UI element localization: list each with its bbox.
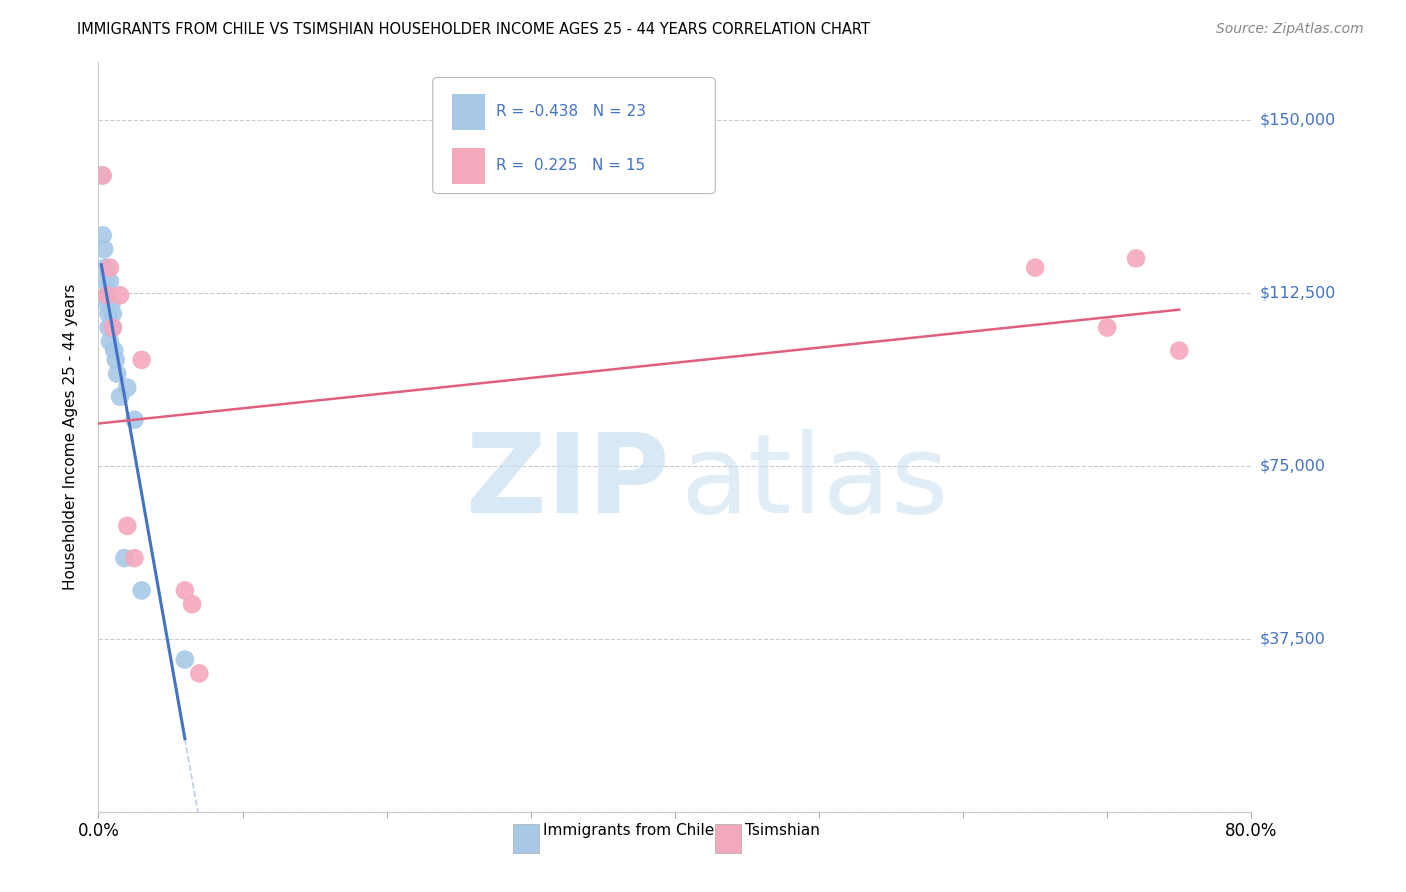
Text: $112,500: $112,500	[1260, 285, 1336, 301]
Point	[108, 288, 131, 302]
Text: $150,000: $150,000	[1260, 112, 1336, 128]
Text: $37,500: $37,500	[1260, 632, 1326, 647]
Text: Immigrants from Chile: Immigrants from Chile	[544, 823, 714, 838]
Point	[91, 228, 114, 243]
Point	[1097, 320, 1119, 334]
Point	[108, 390, 131, 404]
Text: R =  0.225   N = 15: R = 0.225 N = 15	[496, 158, 645, 173]
Point	[98, 275, 121, 289]
Bar	[513, 824, 538, 853]
Point	[104, 352, 127, 367]
Point	[117, 380, 139, 394]
Text: Tsimshian: Tsimshian	[745, 823, 820, 838]
Point	[100, 297, 122, 311]
Text: R = -0.438   N = 23: R = -0.438 N = 23	[496, 104, 647, 119]
Point	[96, 288, 118, 302]
Point	[105, 367, 128, 381]
Text: Source: ZipAtlas.com: Source: ZipAtlas.com	[1216, 22, 1364, 37]
Y-axis label: Householder Income Ages 25 - 44 years: Householder Income Ages 25 - 44 years	[63, 284, 77, 591]
Point	[1125, 252, 1147, 266]
Point	[131, 352, 153, 367]
Point	[98, 260, 121, 275]
FancyBboxPatch shape	[433, 78, 716, 194]
Point	[112, 551, 135, 566]
Point	[117, 519, 139, 533]
Point	[103, 343, 125, 358]
Text: $75,000: $75,000	[1260, 458, 1326, 474]
Point	[124, 551, 146, 566]
Point	[101, 320, 124, 334]
Point	[174, 583, 197, 598]
Text: atlas: atlas	[681, 428, 949, 535]
Point	[91, 169, 114, 183]
Bar	[453, 94, 485, 130]
Point	[93, 242, 115, 256]
Point	[94, 260, 117, 275]
Point	[90, 169, 112, 183]
Point	[98, 334, 121, 349]
Bar	[716, 824, 741, 853]
Point	[124, 413, 146, 427]
Point	[181, 597, 204, 611]
Point	[94, 275, 117, 289]
Point	[1168, 343, 1191, 358]
Point	[101, 320, 124, 334]
Point	[96, 288, 118, 302]
Point	[97, 320, 120, 334]
Point	[188, 666, 211, 681]
Text: ZIP: ZIP	[465, 428, 669, 535]
Text: IMMIGRANTS FROM CHILE VS TSIMSHIAN HOUSEHOLDER INCOME AGES 25 - 44 YEARS CORRELA: IMMIGRANTS FROM CHILE VS TSIMSHIAN HOUSE…	[77, 22, 870, 37]
Point	[96, 297, 118, 311]
Point	[101, 307, 124, 321]
Point	[174, 652, 197, 666]
Point	[1024, 260, 1046, 275]
Bar	[453, 148, 485, 185]
Point	[97, 307, 120, 321]
Point	[131, 583, 153, 598]
